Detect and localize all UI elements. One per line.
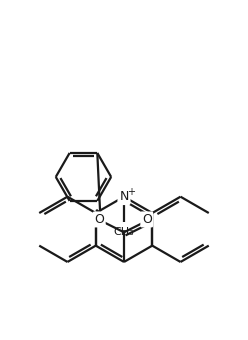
Text: O: O — [94, 213, 104, 226]
Text: +: + — [127, 187, 135, 197]
Text: N: N — [119, 190, 129, 203]
Text: O: O — [142, 213, 152, 226]
Text: CH₃: CH₃ — [114, 227, 134, 237]
